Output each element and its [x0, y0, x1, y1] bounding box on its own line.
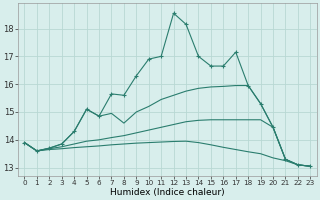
X-axis label: Humidex (Indice chaleur): Humidex (Indice chaleur)	[110, 188, 225, 197]
